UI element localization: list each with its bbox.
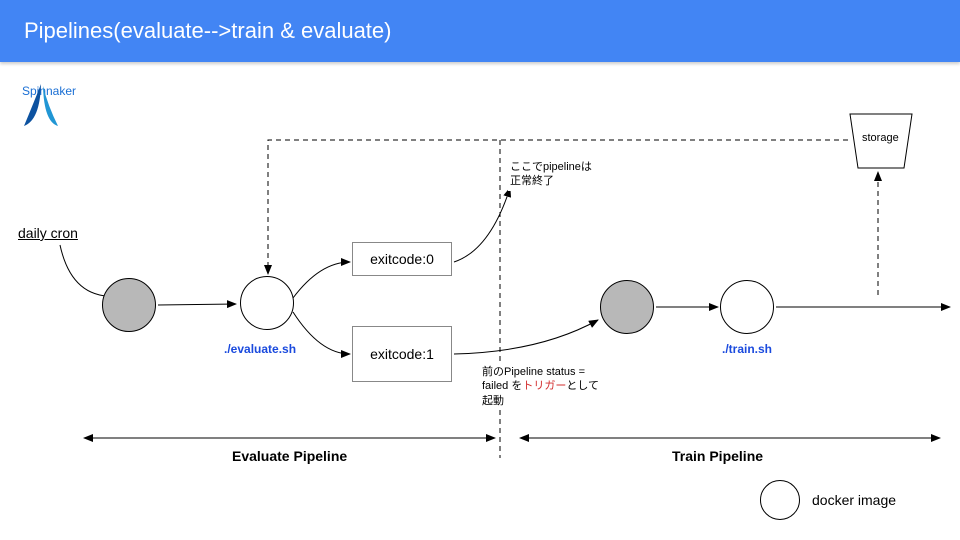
trigger-note: 前のPipeline status = failed をトリガーとして 起動 [480,363,601,410]
daily-cron-label: daily cron [18,225,78,241]
train-docker-node [720,280,774,334]
normal-end-note: ここでpipelineは 正常終了 [508,158,594,191]
exitcode-0-text: exitcode:0 [370,251,434,267]
evaluate-docker-node [240,276,294,330]
storage-label: storage [862,132,899,144]
pipeline-start-node [102,278,156,332]
exitcode-1-box: exitcode:1 [352,326,452,382]
legend-docker-icon [760,480,800,520]
evaluate-sh-label: ./evaluate.sh [224,342,296,356]
legend-docker-label: docker image [812,492,896,508]
evaluate-pipeline-label: Evaluate Pipeline [232,448,347,464]
train-sh-label: ./train.sh [722,342,772,356]
train-pipeline-label: Train Pipeline [672,448,763,464]
exitcode-1-text: exitcode:1 [370,346,434,362]
exitcode-0-box: exitcode:0 [352,242,452,276]
diagram-edges [0,0,960,540]
train-start-node [600,280,654,334]
